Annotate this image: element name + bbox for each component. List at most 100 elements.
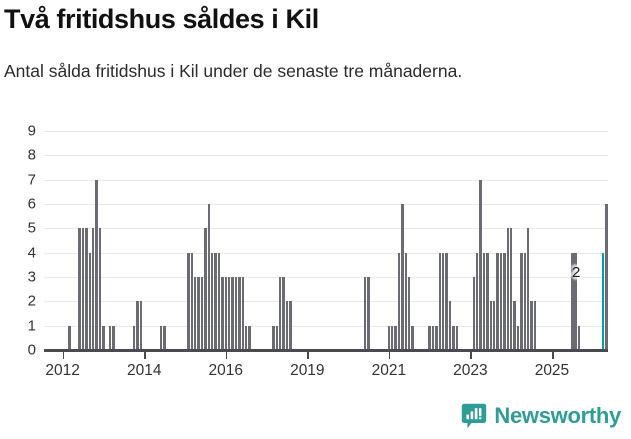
bar — [224, 277, 227, 350]
bar — [163, 325, 166, 350]
bar — [408, 277, 411, 350]
chart-subtitle: Antal sålda fritidshus i Kil under de se… — [4, 61, 463, 81]
y-axis: 0 1 2 3 4 5 6 7 8 9 — [0, 124, 36, 358]
bar — [472, 277, 475, 350]
bar — [234, 277, 238, 350]
bar — [241, 277, 244, 350]
bar — [221, 277, 224, 350]
x-tick-label: 2025 — [534, 362, 570, 379]
bar — [217, 252, 221, 350]
bar — [445, 252, 448, 350]
bar — [98, 228, 102, 350]
bar — [391, 325, 394, 350]
bar-chart-speech-bubble-icon — [461, 403, 487, 429]
bar — [397, 252, 401, 350]
bar — [200, 277, 204, 350]
gridline — [44, 277, 608, 278]
bar — [193, 277, 197, 350]
x-tick-label: 2016 — [208, 362, 244, 379]
x-tick-mark — [225, 351, 228, 359]
bar — [475, 252, 479, 350]
bar — [78, 228, 81, 350]
bar — [428, 325, 431, 350]
y-tick-label: 3 — [27, 268, 36, 286]
bar — [489, 301, 492, 350]
bar — [441, 252, 445, 350]
bar — [509, 228, 513, 350]
bar — [605, 204, 608, 350]
bar — [571, 252, 574, 350]
bar — [109, 325, 112, 350]
bar — [272, 325, 275, 350]
bar — [282, 277, 285, 350]
bar — [499, 252, 503, 350]
bar — [367, 277, 370, 350]
bar — [401, 204, 404, 350]
x-tick-label: 2014 — [126, 362, 162, 379]
y-tick-label: 0 — [27, 341, 36, 359]
x-tick-mark — [388, 351, 391, 359]
bar — [601, 252, 605, 350]
x-tick-label: 2023 — [453, 362, 488, 379]
bar — [214, 252, 217, 350]
bar — [394, 325, 397, 350]
bar — [248, 325, 251, 350]
bar — [435, 325, 438, 350]
chart-plot-area — [44, 131, 608, 350]
bar — [363, 277, 367, 350]
bar — [431, 325, 435, 350]
bar — [533, 301, 537, 350]
gridline — [44, 252, 608, 254]
x-axis-baseline — [44, 349, 608, 352]
bar — [187, 252, 190, 350]
bar-series — [44, 131, 608, 350]
gridline — [44, 155, 608, 157]
bar — [92, 228, 95, 350]
y-tick-label: 2 — [27, 292, 36, 310]
gridline — [44, 179, 608, 181]
page-title: Två fritidshus såldes i Kil — [4, 4, 319, 34]
x-tick-mark — [307, 351, 309, 359]
x-tick-mark — [62, 351, 65, 359]
gridline — [44, 325, 608, 327]
bar — [210, 252, 214, 350]
bar — [503, 252, 506, 350]
bar — [438, 252, 442, 350]
bar — [159, 325, 163, 350]
bar — [479, 179, 482, 350]
bar — [513, 301, 516, 350]
bar — [88, 252, 92, 350]
bar — [404, 252, 408, 350]
y-tick-label: 9 — [27, 122, 36, 140]
data-label-latest-value: 2 — [572, 264, 581, 281]
x-tick-label: 2019 — [290, 362, 325, 379]
bar — [486, 252, 489, 350]
bar — [448, 301, 452, 350]
gridline — [44, 301, 608, 303]
bar — [285, 301, 289, 350]
bar — [411, 325, 414, 350]
bar — [197, 277, 200, 350]
x-axis-tick-marks — [44, 351, 608, 359]
bar — [275, 325, 278, 350]
bar — [452, 325, 455, 350]
bar — [516, 325, 520, 350]
bar — [227, 277, 231, 350]
bar — [577, 325, 581, 350]
bar — [102, 325, 105, 350]
bar — [523, 252, 526, 350]
bar — [530, 301, 533, 350]
bar — [190, 252, 193, 350]
x-tick-mark — [144, 351, 146, 359]
x-tick-mark — [551, 351, 554, 359]
bar — [387, 325, 391, 350]
bar — [455, 325, 459, 350]
bar — [132, 325, 136, 350]
bar — [136, 301, 139, 350]
bar — [482, 252, 486, 350]
newsworthy-wordmark: Newsworthy — [494, 403, 621, 428]
newsworthy-logo: Newsworthy — [461, 403, 621, 429]
bar — [81, 228, 85, 350]
gridline — [44, 204, 608, 205]
bar — [492, 301, 496, 350]
